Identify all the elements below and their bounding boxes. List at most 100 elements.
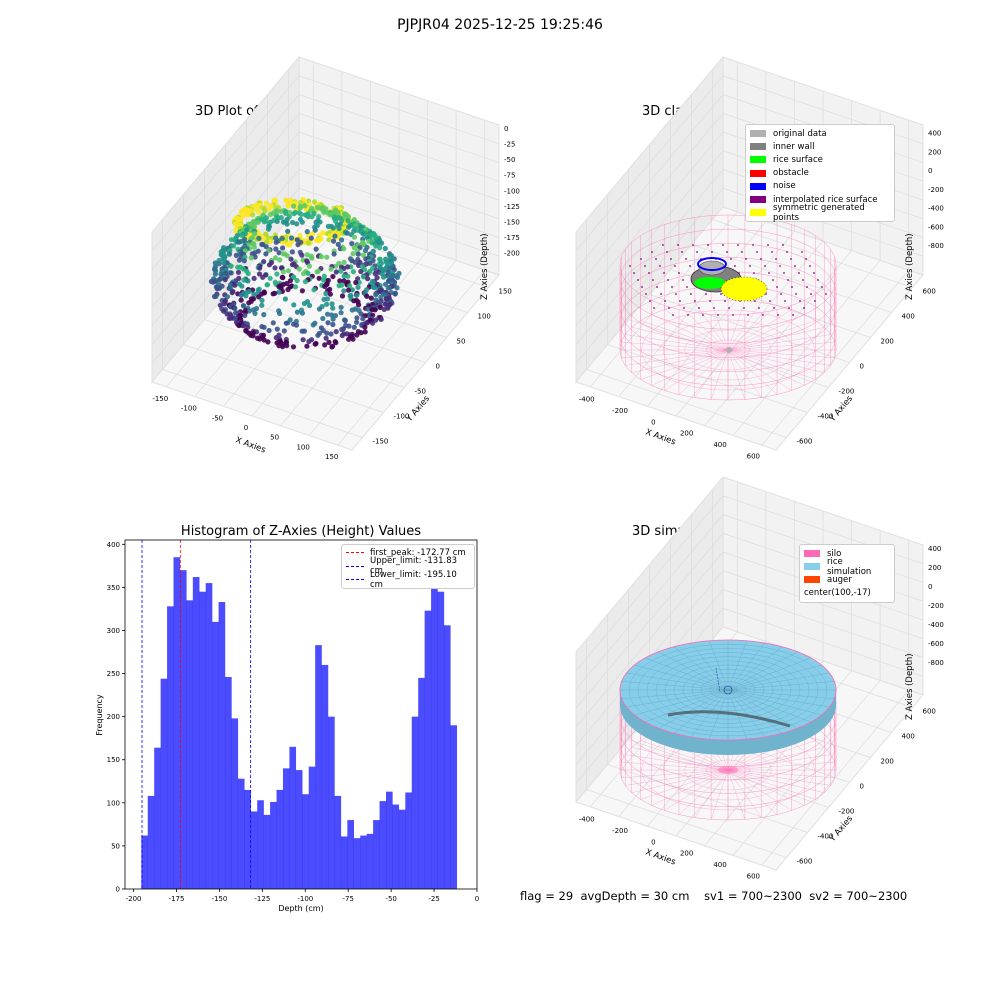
raw-point [259, 324, 265, 330]
raw-point [232, 282, 238, 288]
raw-point [347, 222, 353, 229]
z-tick-label: -125 [504, 203, 520, 211]
raw-point [307, 207, 313, 213]
y-tick-label: -150 [373, 438, 389, 446]
raw-point [241, 277, 247, 283]
interpolated-surface-point [762, 314, 764, 316]
raw-point [307, 238, 313, 244]
raw-point [243, 240, 249, 246]
x-tick-label: -125 [254, 895, 270, 903]
raw-point [346, 217, 352, 223]
interpolated-surface-point [772, 279, 774, 281]
raw-point [330, 305, 336, 311]
raw-point [239, 322, 245, 328]
z-tick-label: 0 [504, 125, 508, 133]
legend-line-sample [346, 565, 364, 567]
raw-point [331, 211, 337, 217]
raw-point [361, 242, 367, 248]
raw-point [342, 214, 349, 220]
silo-spoke [727, 769, 778, 815]
interpolated-surface-point [753, 272, 755, 274]
raw-point [300, 337, 306, 343]
grid-line [691, 244, 892, 313]
raw-point [378, 316, 384, 322]
raw-point [255, 216, 261, 222]
raw-point [287, 317, 293, 323]
simulation-z-axis-label: Z Axies (Depth) [905, 653, 915, 720]
raw-point [237, 316, 243, 322]
raw-point [276, 250, 282, 256]
raw-point [283, 320, 289, 326]
histogram-y-axis-label: Frequency [95, 694, 104, 736]
raw-point [362, 267, 368, 273]
raw-point [317, 232, 323, 238]
raw-point [319, 282, 325, 288]
raw-point [273, 211, 279, 217]
interpolated-surface-point [728, 307, 730, 309]
raw-point [283, 234, 289, 240]
interpolated-surface-point [653, 307, 655, 309]
interpolated-surface-point [660, 293, 662, 295]
interpolated-surface-point [685, 258, 687, 260]
raw-point [228, 303, 234, 309]
raw-point [385, 285, 391, 291]
raw-point [218, 249, 224, 255]
raw-point [372, 234, 378, 240]
grid-line [298, 187, 500, 257]
rice-mesh-spoke [727, 646, 783, 691]
raw-point [333, 329, 339, 335]
raw-point [327, 286, 333, 292]
raw-point [359, 229, 365, 235]
raw-point [285, 228, 291, 234]
raw-point [383, 300, 389, 306]
interpolated-surface-point [749, 265, 751, 267]
raw-point [318, 236, 324, 242]
raw-point [325, 288, 331, 294]
interpolated-surface-point [696, 251, 698, 253]
raw-point [342, 211, 348, 217]
histogram-bar [250, 811, 258, 889]
histogram-bar [270, 801, 277, 889]
raw-point [243, 327, 249, 334]
z-tick-label: -25 [504, 141, 515, 149]
raw-point [251, 328, 257, 334]
raw-point [277, 336, 283, 342]
raw-point [246, 308, 252, 314]
raw-point [382, 281, 389, 287]
raw-point [342, 318, 348, 324]
raw-point [353, 279, 359, 286]
legend-swatch [804, 576, 820, 584]
histogram-bar [385, 791, 393, 889]
raw-point [217, 302, 223, 308]
raw-point [306, 238, 312, 244]
grid-line [628, 319, 829, 388]
rice-mesh-spoke [673, 646, 729, 691]
raw-point [343, 225, 349, 231]
rice-mesh-spoke [634, 664, 729, 691]
histogram-bar [315, 645, 322, 889]
raw-point [368, 254, 374, 260]
grid-line [670, 689, 871, 758]
raw-point [241, 226, 247, 232]
rice-mesh-ring [628, 644, 828, 736]
histogram-bar [450, 725, 458, 889]
raw-point [370, 258, 376, 264]
raw-point [261, 312, 267, 318]
grid-line [288, 219, 489, 288]
rice-mesh-spoke [645, 657, 729, 691]
raw-point [226, 248, 233, 254]
z-tick-label: -75 [504, 172, 515, 180]
raw-point [303, 206, 310, 212]
x-tick-label: 400 [713, 441, 726, 449]
silo-spoke [727, 769, 805, 806]
raw-point [238, 209, 244, 215]
grid-line [607, 764, 808, 833]
silo-spoke [727, 769, 835, 779]
raw-point [233, 228, 239, 234]
raw-point [369, 240, 375, 246]
raw-point [356, 279, 362, 285]
raw-point [274, 340, 280, 346]
silo-spoke [727, 722, 762, 771]
raw-point [282, 238, 288, 244]
raw-point [212, 265, 218, 272]
